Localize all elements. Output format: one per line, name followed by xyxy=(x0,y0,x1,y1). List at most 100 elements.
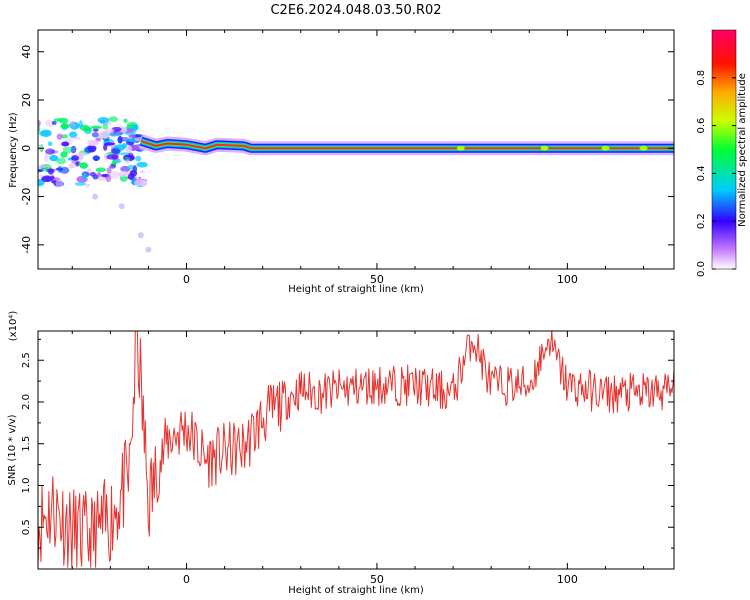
spectrogram-blob xyxy=(70,145,77,154)
snr-x-tick-label: 100 xyxy=(557,573,578,586)
spectrogram-blob xyxy=(117,135,123,144)
spectrogram-blob xyxy=(118,203,125,210)
spectrogram-blob xyxy=(71,155,80,161)
spectrogram-x-tick-label: 100 xyxy=(557,273,578,286)
spectrogram-blob xyxy=(56,133,63,140)
spectrogram-blob xyxy=(84,146,93,154)
spectrogram-blob xyxy=(95,137,102,142)
spectrogram-marks xyxy=(38,116,674,253)
colorbar-tick-label: 0.6 xyxy=(696,118,707,134)
snr-y-tick-label: 2.5 xyxy=(21,352,32,368)
snr-axes-frame xyxy=(37,330,675,570)
spectrogram-blob xyxy=(124,159,131,164)
spectrogram-blob xyxy=(38,119,41,127)
spectrogram-blob xyxy=(105,174,112,183)
spectrogram-blob xyxy=(55,167,63,171)
spectrogram-blob xyxy=(69,121,76,128)
colorbar-tick-label: 0.2 xyxy=(696,213,707,229)
spectrogram-blob xyxy=(38,144,44,151)
spectrogram-ticks: 0 50 100 -40 -20 0 20 40 xyxy=(20,30,674,286)
snr-x-tick-label: 0 xyxy=(183,573,190,586)
spectrogram-blob xyxy=(113,160,118,165)
spectrogram-blob xyxy=(85,183,91,188)
spectrogram-blob xyxy=(62,146,73,154)
spectrogram-y-tick-label: 40 xyxy=(20,45,33,59)
spectrogram-blob xyxy=(127,173,135,180)
snr-y-tick-label: 1.5 xyxy=(21,436,32,452)
spectrogram-blob xyxy=(139,170,146,174)
spectrogram-blob xyxy=(38,125,41,133)
spectrogram-blob xyxy=(47,141,53,146)
spectrogram-blob xyxy=(118,170,129,178)
colorbar-ticks: 0.0 0.2 0.4 0.6 0.8 xyxy=(696,70,736,277)
spectrogram-blob xyxy=(102,123,109,130)
spectrogram-blob xyxy=(106,154,119,160)
spectrogram-blob xyxy=(639,145,648,151)
spectrogram-blob xyxy=(137,232,144,239)
spectrogram-blob xyxy=(68,131,78,138)
spectrogram-blob xyxy=(82,126,92,132)
snr-x-tick-label: 50 xyxy=(370,573,384,586)
snr-y-tick-label: 0.5 xyxy=(21,519,32,535)
snr-ylabel: SNR (10 * v/v) xyxy=(7,414,18,485)
spectrogram-blob xyxy=(79,162,88,169)
spectrogram-blob xyxy=(128,152,134,159)
spectrogram-blob xyxy=(104,142,116,146)
spectrogram-blob xyxy=(92,155,100,162)
spectrogram-blob xyxy=(123,118,128,123)
colorbar: 0.0 0.2 0.4 0.6 0.8 Normalized spectral ampl… xyxy=(696,29,748,277)
spectrogram-blob xyxy=(108,132,120,137)
spectrogram-y-tick-label: 20 xyxy=(20,93,33,107)
spectrogram-blob xyxy=(125,145,133,154)
spectrogram-ylabel: Frequency (Hz) xyxy=(8,112,19,188)
spectrogram-blob xyxy=(131,124,139,131)
colorbar-tick-label: 0.0 xyxy=(696,261,707,277)
spectrogram-blob xyxy=(73,136,81,140)
snr-y-tick-label: 1.0 xyxy=(21,478,32,494)
spectrogram-blob xyxy=(38,169,44,173)
spectrogram-x-tick-label: 0 xyxy=(183,273,190,286)
spectrogram-blob xyxy=(55,179,64,188)
spectrogram-xlabel: Height of straight line (km) xyxy=(288,284,424,295)
spectrogram-y-tick-label: 0 xyxy=(20,145,33,152)
figure-title: C2E6.2024.048.03.50.R02 xyxy=(270,3,441,18)
spectrogram-blob xyxy=(53,118,63,122)
dominant-frequency-track xyxy=(140,140,674,150)
spectrogram-y-tick-label: -20 xyxy=(20,188,33,206)
spectrogram-blob xyxy=(91,131,99,138)
spectrogram-blob xyxy=(40,129,52,138)
spectrogram-blob xyxy=(56,157,66,165)
spectrogram-blob xyxy=(135,155,142,162)
colorbar-gradient xyxy=(711,29,737,270)
spectrogram-blob xyxy=(75,152,87,157)
spectrogram-y-tick-label: -40 xyxy=(20,236,33,254)
spectrogram-blob xyxy=(134,179,145,187)
snr-xlabel: Height of straight line (km) xyxy=(288,585,424,596)
spectrogram-axes-frame xyxy=(37,29,675,270)
spectrogram-blob xyxy=(74,182,86,186)
spectrogram-blob xyxy=(68,163,76,169)
spectrogram-blob xyxy=(132,165,138,173)
spectrogram-blob xyxy=(61,141,70,147)
colorbar-tick-label: 0.4 xyxy=(696,165,707,181)
spectrogram-blob xyxy=(97,176,107,181)
spectrogram-blob xyxy=(109,163,116,169)
spectrogram-blob xyxy=(87,139,99,147)
snr-ticks: 0 50 100 0.5 1.0 1.5 2.0 2.5 xyxy=(21,331,674,586)
spectrogram-panel: 0 50 100 -40 -20 0 20 40 Height of straight lin… xyxy=(8,29,675,295)
spectrogram-blob xyxy=(119,127,128,133)
spectrogram-blob xyxy=(601,145,610,151)
spectrogram-blob xyxy=(104,128,115,134)
colorbar-tick-label: 0.8 xyxy=(696,70,707,86)
spectrogram-blob xyxy=(92,174,99,180)
spectrogram-blob xyxy=(116,158,121,164)
spectrogram-blob xyxy=(145,246,152,253)
spectrogram-blob xyxy=(82,172,87,181)
spectrogram-blob xyxy=(98,134,110,139)
spectrogram-blob xyxy=(108,171,121,179)
spectrogram-blob xyxy=(49,154,59,162)
spectrogram-blob xyxy=(45,148,56,155)
spectrogram-blob xyxy=(108,116,119,123)
spectrogram-blob xyxy=(95,167,107,173)
